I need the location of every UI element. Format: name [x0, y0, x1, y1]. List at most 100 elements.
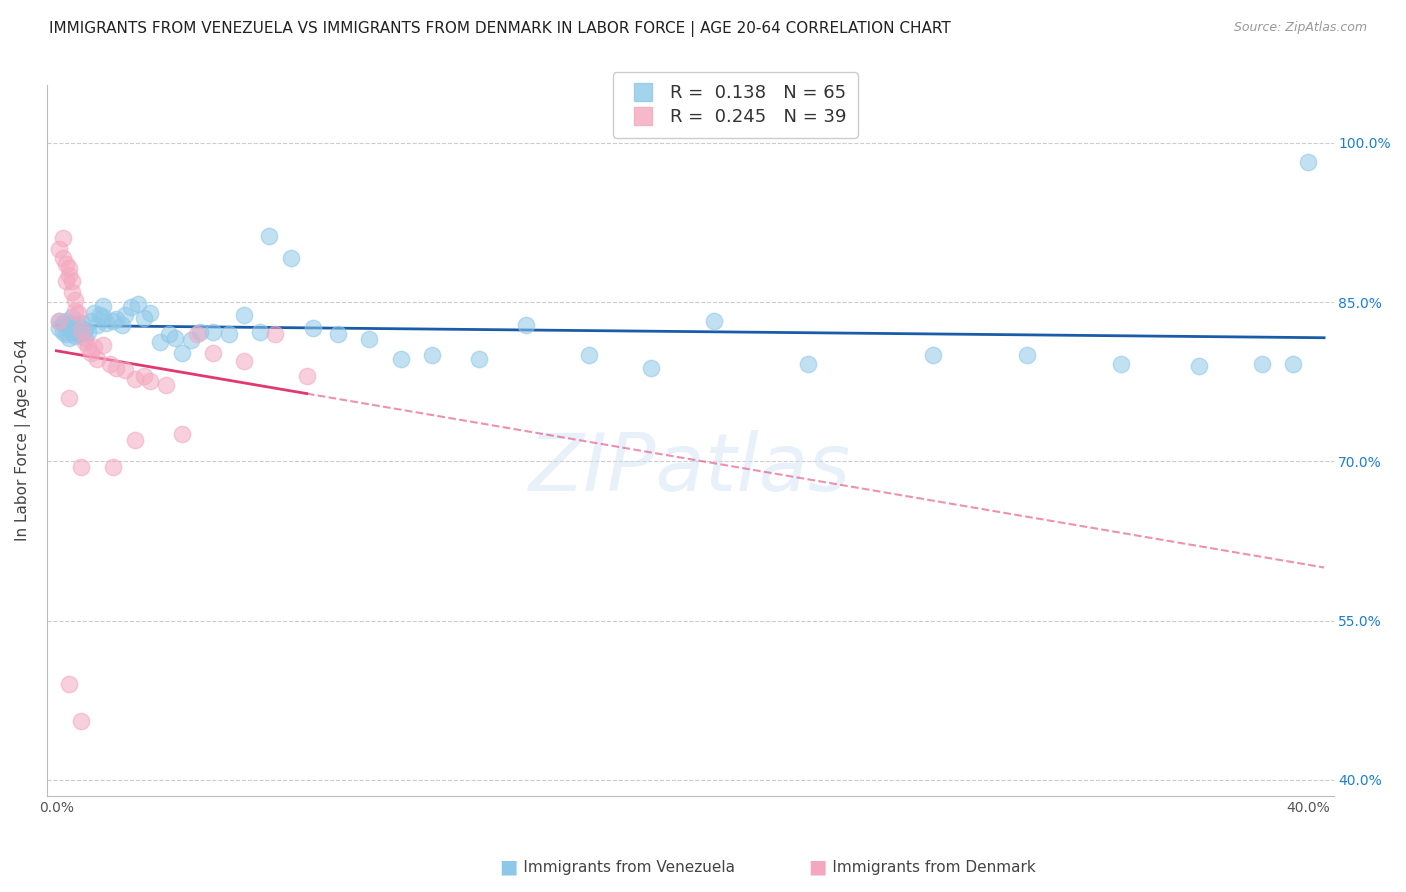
- Point: [170, 426, 193, 441]
- Point: [703, 314, 725, 328]
- Point: [98, 357, 121, 371]
- Point: [80, 314, 103, 328]
- Point: [359, 332, 381, 346]
- Point: [101, 459, 124, 474]
- Point: [63, 329, 86, 343]
- Point: [124, 371, 146, 385]
- Point: [52, 317, 75, 331]
- Point: [921, 348, 943, 362]
- Point: [86, 318, 108, 333]
- Point: [1250, 357, 1272, 371]
- Point: [180, 334, 202, 348]
- Point: [70, 323, 93, 337]
- Point: [1109, 357, 1132, 371]
- Point: [170, 346, 193, 360]
- Point: [91, 299, 114, 313]
- Point: [58, 331, 80, 345]
- Point: [58, 391, 80, 405]
- Point: [1188, 359, 1211, 373]
- Point: [58, 677, 80, 691]
- Text: ■: ■: [499, 857, 517, 877]
- Point: [233, 308, 256, 322]
- Point: [48, 314, 70, 328]
- Text: Source: ZipAtlas.com: Source: ZipAtlas.com: [1233, 21, 1367, 34]
- Point: [83, 306, 105, 320]
- Point: [111, 318, 134, 333]
- Point: [139, 306, 162, 320]
- Point: [91, 337, 114, 351]
- Point: [1282, 357, 1305, 371]
- Point: [149, 335, 172, 350]
- Point: [73, 331, 96, 345]
- Text: Immigrants from Denmark: Immigrants from Denmark: [808, 860, 1036, 874]
- Point: [121, 301, 143, 315]
- Point: [55, 326, 77, 341]
- Point: [63, 320, 86, 334]
- Point: [91, 310, 114, 324]
- Point: [326, 326, 349, 341]
- Point: [70, 714, 93, 729]
- Point: [58, 320, 80, 334]
- Point: [52, 325, 75, 339]
- Point: [218, 326, 240, 341]
- Point: [48, 314, 70, 328]
- Point: [52, 231, 75, 245]
- Point: [468, 352, 491, 367]
- Point: [52, 251, 75, 265]
- Point: [233, 353, 256, 368]
- Point: [1015, 348, 1038, 362]
- Point: [48, 242, 70, 256]
- Point: [60, 285, 83, 299]
- Point: [60, 310, 83, 324]
- Point: [139, 374, 162, 388]
- Point: [55, 314, 77, 328]
- Point: [55, 257, 77, 271]
- Point: [249, 325, 271, 339]
- Point: [124, 433, 146, 447]
- Point: [86, 352, 108, 367]
- Point: [76, 340, 98, 354]
- Point: [640, 361, 662, 376]
- Point: [60, 325, 83, 339]
- Point: [264, 326, 287, 341]
- Point: [114, 308, 136, 322]
- Point: [58, 261, 80, 276]
- Point: [101, 314, 124, 328]
- Point: [389, 352, 412, 367]
- Point: [55, 274, 77, 288]
- Point: [578, 348, 600, 362]
- Point: [165, 331, 187, 345]
- Point: [70, 459, 93, 474]
- Point: [186, 326, 208, 341]
- Point: [114, 363, 136, 377]
- Point: [73, 323, 96, 337]
- Point: [201, 346, 224, 360]
- Point: [70, 317, 93, 331]
- Point: [70, 326, 93, 341]
- Point: [201, 325, 224, 339]
- Point: [60, 274, 83, 288]
- Y-axis label: In Labor Force | Age 20-64: In Labor Force | Age 20-64: [15, 339, 31, 541]
- Point: [76, 325, 98, 339]
- Point: [796, 357, 818, 371]
- Text: ■: ■: [808, 857, 827, 877]
- Text: ZIPatlas: ZIPatlas: [529, 430, 851, 508]
- Point: [73, 335, 96, 350]
- Point: [80, 346, 103, 360]
- Legend: R =  0.138   N = 65, R =  0.245   N = 39: R = 0.138 N = 65, R = 0.245 N = 39: [613, 72, 858, 138]
- Point: [127, 297, 149, 311]
- Point: [104, 312, 127, 326]
- Point: [58, 268, 80, 282]
- Text: Immigrants from Venezuela: Immigrants from Venezuela: [499, 860, 735, 874]
- Point: [67, 306, 90, 320]
- Point: [1298, 155, 1320, 169]
- Point: [67, 326, 90, 341]
- Point: [190, 325, 212, 339]
- Point: [257, 229, 280, 244]
- Point: [157, 326, 180, 341]
- Point: [132, 311, 155, 326]
- Point: [89, 308, 111, 322]
- Point: [104, 361, 127, 376]
- Point: [302, 320, 325, 334]
- Point: [96, 317, 118, 331]
